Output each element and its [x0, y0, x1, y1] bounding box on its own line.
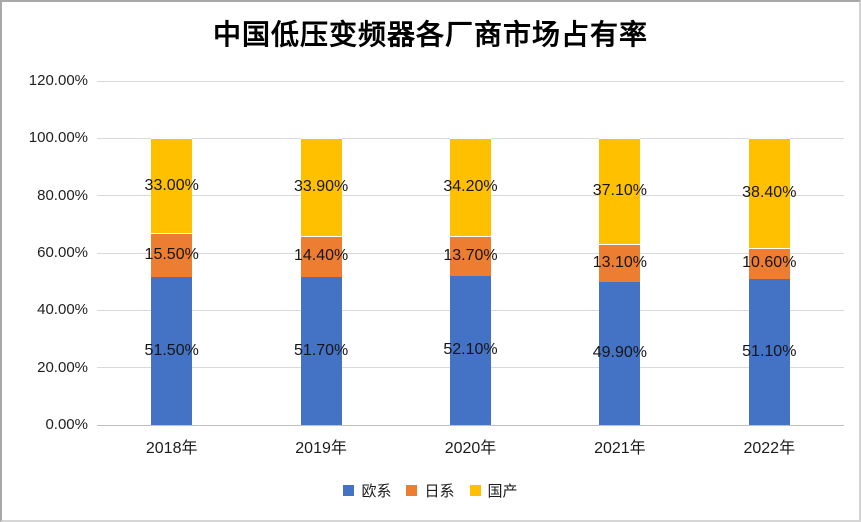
gridline [97, 80, 844, 82]
x-axis-tick-label: 2018年 [145, 440, 198, 457]
y-axis-tick-label: 20.00% [37, 358, 88, 376]
legend-label: 欧系 [361, 483, 392, 500]
legend-item: 日系 [406, 480, 455, 501]
x-axis-tick-label: 2021年 [594, 440, 646, 457]
data-label: 37.10% [592, 182, 648, 200]
y-axis-tick-label: 40.00% [37, 301, 88, 319]
bar-segment-3 [450, 138, 491, 237]
data-label: 15.50% [144, 246, 199, 264]
legend: 欧系 日系 国产 [2, 480, 859, 501]
x-axis-tick-label: 2020年 [444, 440, 497, 457]
legend-item: 国产 [469, 480, 518, 501]
legend-item: 欧系 [343, 480, 391, 501]
data-label: 34.20% [443, 178, 498, 196]
bar-segment-2 [599, 244, 641, 282]
data-label: 52.10% [443, 341, 498, 359]
data-label: 49.90% [592, 344, 648, 362]
bar-segment-3 [599, 138, 641, 245]
y-axis-tick-label: 60.00% [37, 244, 88, 261]
legend-label: 国产 [487, 483, 518, 500]
bar-segment-2 [748, 248, 790, 279]
y-axis-tick-label: 80.00% [37, 186, 88, 204]
plot-area [97, 80, 844, 426]
bar-segment-1 [748, 278, 790, 425]
bar-segment-3 [151, 138, 193, 233]
y-axis-tick-label: 120.00% [28, 72, 88, 89]
x-axis-line [97, 424, 844, 426]
data-label: 14.40% [293, 247, 349, 265]
legend-swatch [469, 485, 481, 496]
data-label: 13.10% [592, 254, 648, 272]
data-label: 33.90% [293, 177, 349, 195]
data-label: 33.00% [144, 176, 199, 194]
legend-label: 日系 [424, 483, 455, 500]
data-label: 10.60% [742, 254, 797, 272]
legend-swatch [406, 485, 418, 496]
data-label: 51.50% [144, 342, 199, 360]
bar-segment-3 [300, 138, 342, 236]
bar-segment-1 [450, 275, 491, 425]
bar-segment-1 [599, 281, 641, 425]
gridline [97, 137, 844, 139]
bar-segment-1 [151, 277, 193, 425]
bar-segment-1 [300, 276, 342, 425]
data-label: 13.70% [443, 247, 498, 264]
bar-segment-2 [300, 235, 342, 277]
legend-swatch [343, 485, 355, 496]
data-label: 51.10% [742, 342, 797, 360]
bar-segment-2 [151, 232, 193, 278]
chart-title: 中国低压变频器各厂商市场占有率 [212, 20, 648, 51]
bar-segment-2 [450, 236, 491, 276]
data-label: 38.40% [742, 184, 797, 202]
x-axis-tick-label: 2022年 [743, 440, 796, 457]
y-axis-tick-label: 0.00% [45, 416, 88, 433]
x-axis-tick-label: 2019年 [295, 440, 347, 457]
bar-segment-3 [748, 138, 790, 249]
y-axis-tick-label: 100.00% [28, 129, 88, 147]
data-label: 51.70% [293, 341, 349, 359]
